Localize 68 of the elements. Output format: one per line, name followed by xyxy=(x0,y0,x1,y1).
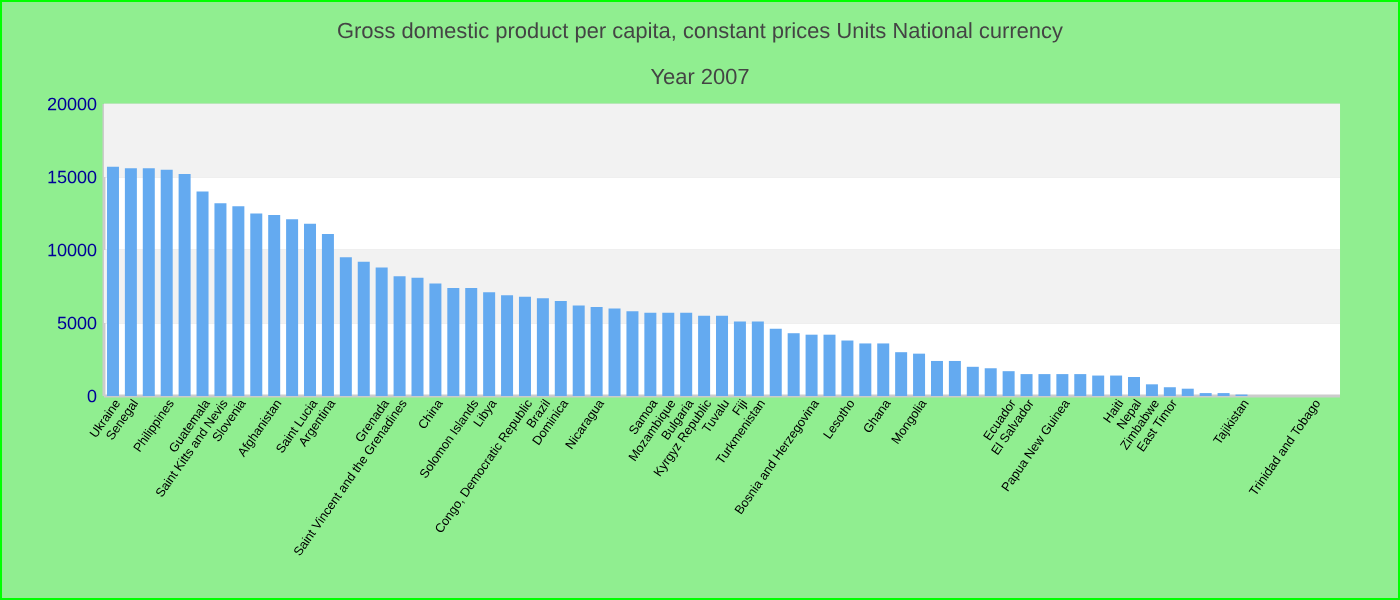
bar xyxy=(393,276,406,396)
bar xyxy=(1056,374,1069,396)
bar xyxy=(823,334,836,396)
bar xyxy=(590,306,603,396)
bar xyxy=(948,360,961,396)
bar xyxy=(859,343,872,396)
bar xyxy=(1092,375,1105,396)
bar xyxy=(536,298,549,396)
bar xyxy=(286,219,299,396)
bar xyxy=(160,169,173,396)
bar xyxy=(913,353,926,396)
bar xyxy=(751,321,764,396)
bar xyxy=(357,261,370,396)
bar xyxy=(1163,387,1176,396)
bar xyxy=(1110,375,1123,396)
bar xyxy=(1002,371,1015,396)
bar xyxy=(1020,374,1033,396)
bar xyxy=(250,213,263,396)
bar xyxy=(930,360,943,396)
bar xyxy=(465,287,478,396)
bar xyxy=(787,333,800,396)
bar xyxy=(716,315,729,396)
bar xyxy=(196,191,209,396)
bar xyxy=(1145,384,1158,396)
y-tick-label: 5000 xyxy=(57,316,97,330)
bar xyxy=(554,301,567,396)
bar xyxy=(429,283,442,396)
bar xyxy=(304,223,317,396)
y-tick-label: 0 xyxy=(87,389,97,403)
bar xyxy=(698,315,711,396)
bar xyxy=(966,366,979,396)
bar xyxy=(321,233,334,396)
bar xyxy=(178,174,191,396)
bar xyxy=(1181,388,1194,396)
bar xyxy=(769,328,782,396)
bar xyxy=(268,214,281,396)
bar xyxy=(1038,374,1051,396)
bar xyxy=(142,168,155,396)
chart-subtitle: Year 2007 xyxy=(650,68,749,85)
bar xyxy=(572,305,585,396)
bar xyxy=(375,267,388,396)
bar xyxy=(124,168,137,396)
bar xyxy=(841,340,854,396)
bar xyxy=(662,312,675,396)
bar xyxy=(895,352,908,396)
bar xyxy=(805,334,818,396)
chart-title: Gross domestic product per capita, constant prices Units National currency xyxy=(338,22,1063,43)
bar xyxy=(339,257,352,396)
bar xyxy=(733,321,746,396)
y-tick-label: 10000 xyxy=(48,243,97,257)
bar xyxy=(680,312,693,396)
bar xyxy=(214,203,227,396)
bar xyxy=(626,311,639,396)
bar xyxy=(232,206,245,396)
bar xyxy=(411,277,424,396)
bar xyxy=(518,296,531,396)
bar xyxy=(483,292,496,396)
y-tick-label: 20000 xyxy=(48,97,97,111)
bar xyxy=(447,287,460,396)
bar xyxy=(644,312,657,396)
bar xyxy=(1074,374,1087,396)
bar xyxy=(608,308,621,396)
y-tick-label: 15000 xyxy=(48,170,97,184)
bar xyxy=(984,368,997,396)
bar xyxy=(501,295,514,396)
bar xyxy=(106,166,119,396)
bar xyxy=(877,343,890,396)
bar xyxy=(1128,377,1141,396)
